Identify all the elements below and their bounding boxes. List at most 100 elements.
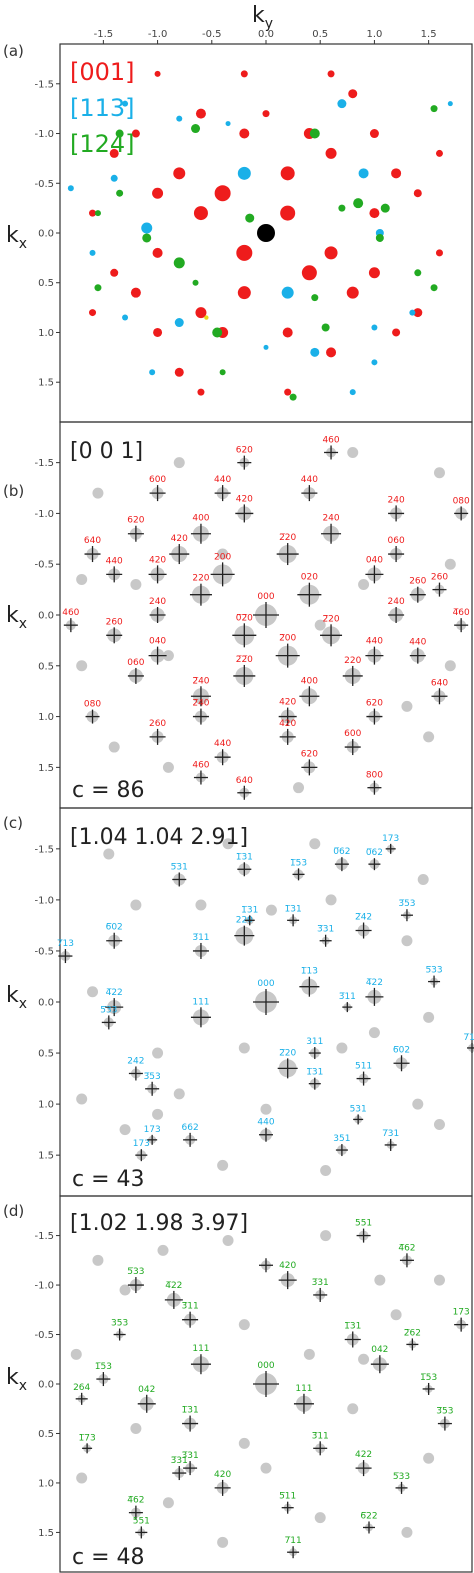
reflection-label: 440 xyxy=(409,638,426,648)
reflection-label: 080 xyxy=(84,700,101,710)
reflection-label: 3̅11 xyxy=(182,1302,199,1312)
grey-spot xyxy=(320,1230,332,1242)
spot-124 xyxy=(353,198,364,209)
reflection-label: 640 xyxy=(84,536,101,546)
spot-113 xyxy=(263,344,269,350)
spot-001 xyxy=(237,286,251,300)
grey-spot xyxy=(238,1319,250,1331)
reflection-label: 3̅31 xyxy=(312,1278,329,1288)
reflection-label: 440 xyxy=(257,1118,274,1128)
spot-113 xyxy=(371,359,378,366)
reflection-label: 2̅40 xyxy=(192,676,209,686)
grey-spot xyxy=(309,838,321,850)
panel-d-tag: (d) xyxy=(3,1202,24,1220)
grey-spot xyxy=(433,467,445,479)
grey-spot xyxy=(222,1235,234,1247)
panel-b-y-tick-labels: -1.5 -1.0 -0.5 0.0 0.5 1.0 1.5 xyxy=(34,458,60,774)
grey-spot xyxy=(238,1042,250,1054)
y-tick-label: -1.5 xyxy=(34,844,54,855)
reflection-label: 420 xyxy=(214,1470,231,1480)
reflection-label: 040 xyxy=(366,555,383,565)
reflection-label: 5̅11 xyxy=(279,1492,296,1502)
reflection-label: 440 xyxy=(106,556,123,566)
panel-c-side-axis-label: kx xyxy=(6,983,27,1012)
center-spot xyxy=(257,224,275,242)
reflection-label: 000 xyxy=(257,979,274,989)
reflection-label: 353 xyxy=(111,1319,128,1329)
grey-spot xyxy=(217,1159,229,1171)
reflection-label: 351 xyxy=(333,1134,350,1144)
reflection-label: 1̅31 xyxy=(306,1068,323,1078)
grey-spot xyxy=(423,1452,435,1464)
reflection-label: 111 xyxy=(192,1344,209,1354)
spot-001 xyxy=(89,309,97,317)
reflection-label: 7̅13 xyxy=(463,1033,474,1043)
y-tick-label: 0.0 xyxy=(38,611,54,622)
spot-113 xyxy=(176,115,183,122)
spot-001 xyxy=(327,70,335,78)
legend-124: [124] xyxy=(70,130,135,158)
grey-spot xyxy=(238,1437,250,1449)
reflection-label: 7̅31 xyxy=(382,1129,399,1139)
reflection-label: 620 xyxy=(127,516,144,526)
spot-113 xyxy=(149,369,156,376)
grey-spot xyxy=(130,899,142,911)
grey-spot xyxy=(336,1042,348,1054)
y-tick-label: 1.5 xyxy=(38,1528,54,1539)
reflection-label: 1̅31 xyxy=(344,1321,361,1331)
spot-124 xyxy=(311,294,319,302)
x-tick-labels: -1.5 -1.0 -0.5 0.0 0.5 1.0 1.5 xyxy=(94,29,437,44)
yellow-spot xyxy=(204,315,209,320)
spot-113 xyxy=(371,324,378,331)
grey-spot xyxy=(303,1348,315,1360)
reflection-label: 5̅33 xyxy=(393,1472,410,1482)
reflection-label: 600 xyxy=(149,475,166,485)
spot-001 xyxy=(368,267,380,279)
spot-001 xyxy=(369,208,380,219)
spot-113 xyxy=(89,249,96,256)
reflection-label: 440 xyxy=(366,637,383,647)
grey-spot xyxy=(390,1309,402,1321)
grey-spot xyxy=(417,873,429,885)
spot-113 xyxy=(237,166,251,180)
reflection-label: 060 xyxy=(127,658,144,668)
grey-spot xyxy=(347,446,359,458)
reflection-label: 420 xyxy=(149,555,166,565)
grey-spot xyxy=(130,1423,142,1435)
grey-spot xyxy=(423,731,435,743)
grey-spot xyxy=(358,579,370,591)
reflection-label: 2̅2̅0 xyxy=(236,655,253,665)
spot-113 xyxy=(310,347,320,357)
y-tick-label: 1.0 xyxy=(38,712,54,723)
y-tick-label: 1.0 xyxy=(38,1100,54,1111)
reflection-label: 1̅53 xyxy=(420,1373,437,1383)
spot-124 xyxy=(94,284,102,292)
reflection-label: 042 xyxy=(138,1385,155,1395)
reflection-label: 511 xyxy=(355,1062,372,1072)
panel-a-y-tick-labels: -1.5 -1.0 -0.5 0.0 0.5 1.0 1.5 xyxy=(34,79,60,389)
y-tick-label: -1.0 xyxy=(34,129,54,140)
reflection-label: 220 xyxy=(236,916,253,926)
panel-d-spots: 000 111 111 042 042 4̅22 420 1̅31 1̅31 5̅33 3̅11 3̅… xyxy=(70,1219,470,1559)
reflection-label: 1̅13 xyxy=(301,967,318,977)
reflection-label: 060 xyxy=(388,536,405,546)
spot-124 xyxy=(142,233,152,243)
reflection-label: 422 xyxy=(355,1450,372,1460)
y-tick-label: -1.5 xyxy=(34,458,54,469)
y-tick-label: -1.0 xyxy=(34,509,54,520)
spot-001 xyxy=(369,129,379,139)
panel-a-tag: (a) xyxy=(3,42,24,60)
panel-b-side-axis-label: kx xyxy=(6,603,27,632)
grey-spot xyxy=(162,650,174,662)
reflection-label: 1̅53 xyxy=(290,858,307,868)
panel-a-side-axis-label: kx xyxy=(6,223,27,252)
y-tick-label: 1.0 xyxy=(38,1478,54,1489)
top-axis-label: ky xyxy=(252,3,273,32)
grey-spot xyxy=(92,487,104,499)
spot-124 xyxy=(173,257,185,269)
grey-spot xyxy=(76,1093,88,1105)
grey-spot xyxy=(293,782,305,794)
legend-001: [001] xyxy=(70,58,135,86)
spot-113 xyxy=(174,318,184,328)
grey-spot xyxy=(76,1472,88,1484)
